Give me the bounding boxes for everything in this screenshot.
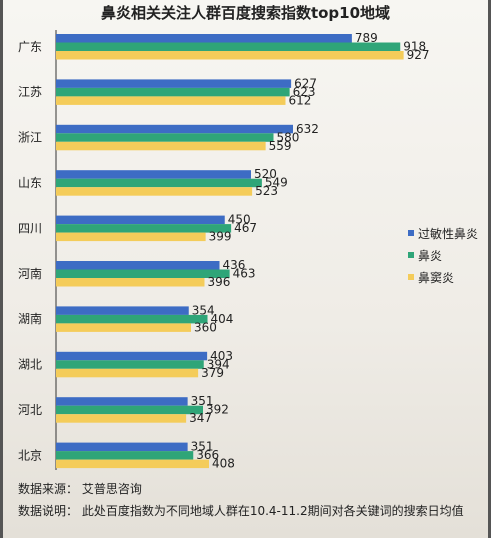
bar	[56, 232, 206, 242]
data-label: 379	[201, 366, 224, 380]
bar	[56, 124, 293, 134]
bar	[56, 442, 188, 452]
data-label: 351	[191, 440, 214, 454]
data-label: 366	[196, 448, 219, 462]
bar	[56, 170, 251, 179]
data-label: 354	[192, 303, 215, 317]
data-label: 523	[255, 184, 278, 198]
data-label: 580	[277, 130, 300, 144]
bar	[56, 314, 208, 324]
data-label: 918	[403, 40, 426, 54]
data-label: 789	[355, 31, 378, 45]
legend: 过敏性鼻炎鼻炎鼻窦炎	[408, 222, 478, 288]
data-label: 623	[293, 85, 316, 99]
data-label: 632	[296, 122, 319, 136]
data-source-note: 数据来源： 艾普思咨询	[18, 482, 142, 496]
category-label: 北京	[18, 448, 42, 462]
bar	[56, 51, 404, 60]
data-label: 559	[269, 139, 292, 153]
data-description-note: 数据说明： 此处百度指数为不同地域人群在10.4-11.2期间对各关键词的搜索日…	[18, 504, 464, 518]
data-label: 612	[289, 93, 312, 107]
bar	[56, 351, 208, 361]
data-label: 403	[210, 349, 233, 363]
bar	[56, 368, 199, 378]
data-label: 549	[265, 176, 288, 190]
data-label: 399	[209, 230, 232, 244]
category-label: 浙江	[18, 131, 42, 145]
bar	[56, 42, 401, 51]
data-label: 450	[228, 213, 251, 227]
category-label: 江苏	[18, 85, 42, 99]
bar	[56, 215, 225, 225]
bar	[56, 323, 191, 332]
legend-label: 鼻炎	[418, 248, 443, 263]
bar	[56, 269, 230, 278]
bar	[56, 451, 194, 460]
data-label: 436	[223, 258, 246, 272]
bar	[56, 141, 266, 151]
data-label: 404	[211, 312, 234, 326]
data-label: 392	[206, 403, 229, 417]
legend-item: 过敏性鼻炎	[408, 222, 478, 244]
data-label: 520	[254, 167, 277, 181]
legend-swatch	[408, 252, 414, 258]
legend-label: 鼻窦炎	[418, 270, 455, 285]
chart-title: 鼻炎相关关注人群百度搜索指数top10地域	[100, 4, 391, 22]
bar	[56, 96, 286, 105]
legend-item: 鼻炎	[408, 244, 478, 266]
bar	[56, 306, 189, 315]
data-label: 360	[194, 320, 217, 334]
bar	[56, 224, 232, 233]
data-label: 396	[208, 275, 231, 289]
category-label: 湖南	[18, 311, 42, 326]
data-label: 394	[207, 357, 230, 371]
data-label: 463	[233, 267, 256, 281]
data-label: 347	[189, 411, 212, 425]
legend-label: 过敏性鼻炎	[418, 226, 479, 241]
legend-item: 鼻窦炎	[408, 266, 478, 288]
data-label: 408	[212, 457, 235, 471]
legend-swatch	[408, 230, 414, 236]
bar	[56, 34, 352, 43]
data-label: 351	[191, 394, 214, 408]
data-label: 627	[294, 76, 317, 90]
bar	[56, 133, 274, 142]
legend-swatch	[408, 274, 414, 280]
bar	[56, 87, 290, 97]
data-label: 927	[407, 48, 430, 62]
bar	[56, 178, 262, 188]
bar	[56, 360, 204, 369]
category-label: 广东	[18, 40, 42, 54]
bar	[56, 414, 187, 423]
bar	[56, 261, 220, 270]
bar	[56, 79, 292, 88]
data-label: 467	[234, 221, 257, 235]
category-label: 河南	[18, 266, 42, 281]
bar	[56, 459, 209, 469]
category-label: 河北	[18, 403, 42, 417]
bar	[56, 278, 205, 287]
category-label: 湖北	[18, 357, 42, 372]
bar	[56, 187, 253, 196]
bar	[56, 405, 203, 415]
category-label: 四川	[18, 221, 42, 235]
bar	[56, 397, 188, 406]
category-label: 山东	[18, 176, 42, 190]
